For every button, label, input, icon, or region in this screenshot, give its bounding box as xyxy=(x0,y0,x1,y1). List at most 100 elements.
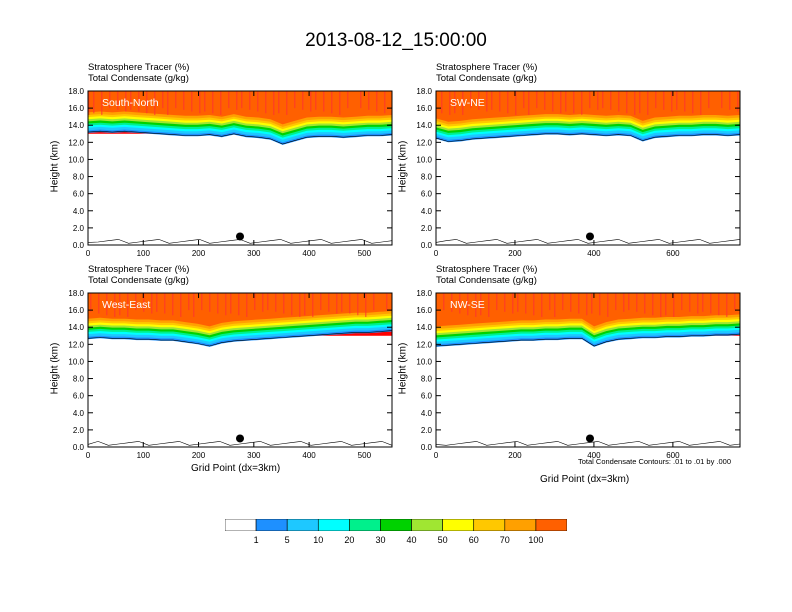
colorbar-swatch xyxy=(225,519,257,531)
plot-frame xyxy=(87,90,393,246)
tracer-streak xyxy=(167,91,169,115)
tracer-streak xyxy=(151,293,153,314)
y-tick-label: 0.0 xyxy=(421,241,433,250)
tracer-streak xyxy=(93,91,95,114)
tracer-streak xyxy=(188,293,190,311)
colorbar-swatch xyxy=(317,519,350,531)
tracer-streak xyxy=(549,293,551,311)
colorbar-level-label: 20 xyxy=(344,535,355,545)
y-tick-label: 14.0 xyxy=(416,121,432,130)
tracer-streak xyxy=(462,91,464,115)
tracer-streak xyxy=(286,91,288,115)
y-tick-label: 16.0 xyxy=(68,306,84,315)
tracer-streak xyxy=(589,91,591,109)
tracer-streak xyxy=(734,293,736,311)
tracer-streak xyxy=(512,293,514,314)
panel-2-subtitle: Total Condensate (g/kg) xyxy=(436,73,537,84)
tracer-streak xyxy=(349,293,351,314)
tracer-streak xyxy=(480,293,482,316)
tracer-streak xyxy=(257,91,259,112)
panel-4-title: Stratosphere Tracer (%) xyxy=(436,264,538,275)
colorbar-swatch xyxy=(535,519,567,531)
tracer-streak xyxy=(560,91,562,114)
tracer-streak xyxy=(328,293,330,312)
y-tick-label: 16.0 xyxy=(416,306,432,315)
tracer-streak xyxy=(265,91,267,114)
y-tick-label: 14.0 xyxy=(68,323,84,332)
tracer-streak xyxy=(201,293,203,311)
colorbar-level-label: 5 xyxy=(284,535,290,545)
tracer-streak xyxy=(172,293,174,316)
tracer-streak xyxy=(573,91,575,114)
tracer-streak xyxy=(528,91,530,115)
tracer-streak xyxy=(262,293,264,312)
panel-label: NW-SE xyxy=(450,299,485,311)
tracer-streak xyxy=(225,293,227,316)
tracer-streak xyxy=(143,293,145,312)
tracer-streak xyxy=(360,91,362,109)
tracer-streak xyxy=(183,91,185,110)
tracer-streak xyxy=(639,91,641,114)
tracer-streak xyxy=(386,293,388,311)
tracer-streak xyxy=(586,293,588,316)
tracer-streak xyxy=(238,293,240,316)
panel-label: West-East xyxy=(102,299,150,311)
page-title: 2013-08-12_15:00:00 xyxy=(305,30,487,51)
tracer-streak xyxy=(681,293,683,311)
tracer-streak xyxy=(597,91,599,110)
x-tick-label: 200 xyxy=(508,249,522,258)
plot-frame xyxy=(435,292,741,448)
tracer-streak xyxy=(331,91,333,114)
tracer-streak xyxy=(652,293,654,316)
tracer-streak xyxy=(341,293,343,312)
tracer-streak xyxy=(138,91,140,112)
tracer-streak xyxy=(236,91,238,110)
tracer-streak xyxy=(299,293,301,317)
panel-3-chart: West-East 0.0 2.0 4.0 6.0 8.0 10.0 12.0 14.0 16.0… xyxy=(68,289,393,460)
y-tick-label: 4.0 xyxy=(421,409,433,418)
tracer-streak xyxy=(533,293,535,316)
panel-4-subtitle: Total Condensate (g/kg) xyxy=(436,275,537,286)
x-tick-label: 0 xyxy=(434,249,439,258)
colorbar-level-label: 60 xyxy=(468,535,479,545)
tracer-streak xyxy=(562,293,564,311)
tracer-streak xyxy=(737,91,739,112)
y-tick-label: 4.0 xyxy=(73,207,85,216)
tracer-streak xyxy=(376,91,378,112)
y-tick-label: 8.0 xyxy=(73,375,85,384)
colorbar-swatch xyxy=(286,519,319,531)
panel-1-ylabel: Height (km) xyxy=(49,140,61,193)
y-tick-label: 8.0 xyxy=(73,173,85,182)
y-tick-label: 8.0 xyxy=(421,375,433,384)
tracer-streak xyxy=(536,91,538,109)
panel-4-xlabel: Grid Point (dx=3km) xyxy=(540,474,630,485)
tracer-streak xyxy=(175,91,177,109)
surface-contour xyxy=(435,239,741,244)
tracer-streak xyxy=(710,293,712,314)
tracer-streak xyxy=(671,91,673,112)
y-tick-label: 10.0 xyxy=(416,155,432,164)
x-tick-label: 100 xyxy=(137,249,151,258)
tracer-streak xyxy=(336,293,338,314)
tracer-streak xyxy=(684,91,686,112)
tracer-streak xyxy=(708,91,710,109)
y-tick-label: 10.0 xyxy=(416,357,432,366)
tracer-streak xyxy=(615,293,617,311)
tracer-streak xyxy=(267,293,269,311)
y-tick-label: 2.0 xyxy=(73,426,85,435)
tracer-streak xyxy=(98,293,100,314)
panel-4-ylabel: Height (km) xyxy=(397,342,409,395)
tracer-streak xyxy=(721,91,723,109)
tracer-streak xyxy=(180,293,182,317)
tracer-streak xyxy=(114,293,116,317)
tracer-streak xyxy=(467,293,469,316)
y-tick-label: 12.0 xyxy=(68,138,84,147)
tracer-streak xyxy=(634,91,636,115)
colorbar-level-label: 50 xyxy=(437,535,448,545)
tracer-streak xyxy=(478,91,480,110)
tracer-streak xyxy=(515,91,517,115)
tracer-streak xyxy=(454,91,456,114)
y-tick-label: 14.0 xyxy=(416,323,432,332)
tracer-streak xyxy=(660,293,662,317)
colorbar-swatch xyxy=(504,519,537,531)
